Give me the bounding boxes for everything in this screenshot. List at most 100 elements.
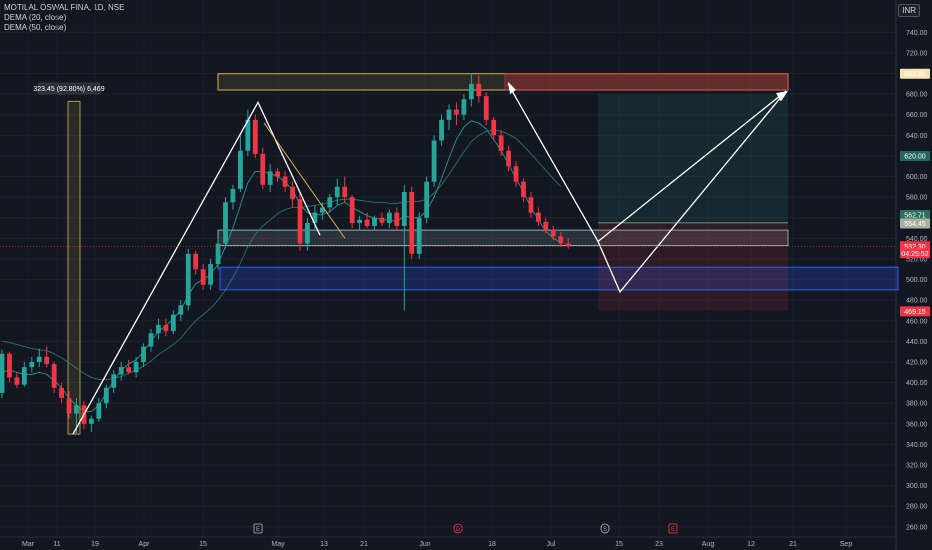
event-marker[interactable]: E: [668, 523, 678, 534]
price-tag-label: 469.15: [904, 309, 926, 316]
candle: [185, 248, 191, 311]
candle: [431, 135, 437, 187]
candle-body: [483, 96, 489, 120]
price-tick-label: 720.00: [906, 50, 928, 57]
candle-body: [215, 243, 221, 265]
price-tick-label: 320.00: [906, 463, 928, 470]
candle-body: [290, 186, 295, 200]
price-tag-label: 554.45: [904, 221, 926, 228]
price-tag-label: 620.00: [904, 153, 926, 160]
candle-body: [133, 362, 139, 373]
candle: [59, 382, 64, 404]
candle-body: [170, 314, 176, 332]
candle: [528, 192, 534, 218]
price-tick-label: 680.00: [906, 92, 928, 99]
candle: [387, 209, 392, 229]
candle: [29, 356, 35, 373]
time-tick-label: Jul: [547, 541, 556, 548]
candle: [14, 372, 20, 388]
candle-body: [163, 324, 169, 332]
candle-body: [342, 186, 348, 198]
price-tick-label: 640.00: [906, 133, 928, 140]
time-tick-label: 23: [655, 541, 663, 548]
price-tick-label: 420.00: [906, 360, 928, 367]
candle-body: [245, 119, 251, 151]
candle: [416, 212, 422, 259]
candle: [200, 264, 206, 290]
candle-body: [141, 346, 146, 362]
candle: [111, 370, 117, 393]
price-tick-label: 300.00: [906, 483, 928, 490]
price-tag-bg: [900, 248, 930, 259]
legend-dema20[interactable]: DEMA (20, close): [4, 13, 67, 22]
resistance-zone-red-overlay: [504, 73, 789, 91]
candle: [498, 130, 504, 156]
candle: [327, 194, 333, 213]
time-tick-label: Sep: [840, 541, 853, 548]
legend-symbol[interactable]: MOTILAL OSWAL FINA, 1D, NSE: [4, 3, 125, 12]
price-tick-label: 480.00: [906, 298, 928, 305]
candle-body: [498, 135, 504, 151]
price-tick-label: 280.00: [906, 504, 928, 511]
candle: [163, 318, 169, 337]
candle: [454, 102, 459, 126]
candle: [193, 250, 199, 275]
candle: [170, 310, 176, 335]
event-marker-box: [453, 523, 463, 534]
measure-label: 323.45 (92.80%) 6,469: [33, 86, 104, 93]
candle-body: [364, 219, 370, 226]
candle-body: [550, 230, 556, 237]
candle-body: [267, 171, 273, 185]
event-marker[interactable]: E: [253, 523, 263, 534]
candle: [394, 207, 400, 231]
candle: [223, 197, 228, 249]
event-marker-label: E: [256, 527, 260, 533]
event-marker[interactable]: D: [453, 523, 463, 534]
price-tag: 562.71: [900, 209, 930, 220]
candle: [118, 362, 124, 381]
candle: [550, 226, 556, 241]
time-tick-label: 15: [615, 541, 623, 548]
candle: [342, 176, 348, 203]
candle: [491, 116, 497, 141]
candle: [439, 114, 444, 146]
time-tick-label: 21: [360, 541, 368, 548]
price-tick-label: 540.00: [906, 236, 928, 243]
candle: [66, 390, 72, 419]
candle-body: [230, 188, 236, 203]
measure-label-box: [37, 82, 101, 95]
time-tick-label: Mar: [22, 541, 35, 548]
price-tick-label: 260.00: [906, 524, 928, 531]
candle: [96, 398, 102, 422]
candle-body: [148, 333, 154, 347]
event-marker-label: D: [456, 527, 461, 533]
price-tick-label: 500.00: [906, 277, 928, 284]
candle-body: [156, 324, 161, 334]
price-tick-label: 600.00: [906, 174, 928, 181]
candle-body: [126, 367, 132, 373]
candle: [208, 258, 213, 290]
candle: [364, 212, 370, 229]
candle-body: [439, 119, 444, 141]
price-tag-label: 04:25:52: [901, 251, 928, 258]
currency-badge[interactable]: INR: [898, 4, 920, 17]
candle: [148, 329, 154, 352]
price-tag-label: 532.30: [904, 244, 926, 251]
position-stop-area: [598, 222, 788, 311]
legend-dema50[interactable]: DEMA (50, close): [4, 23, 67, 32]
candle-body: [379, 217, 385, 223]
candle: [89, 415, 94, 433]
candle: [334, 178, 340, 206]
candle: [558, 232, 564, 247]
candle: [476, 75, 482, 103]
candle-body: [334, 186, 340, 198]
price-tag: 620.00: [900, 150, 930, 161]
candle-body: [103, 387, 109, 404]
candle: [424, 176, 430, 223]
candle-body: [372, 217, 377, 226]
event-marker[interactable]: S: [600, 523, 610, 534]
candle-body: [36, 356, 42, 362]
event-marker-label: S: [603, 527, 607, 533]
candle: [21, 362, 27, 387]
